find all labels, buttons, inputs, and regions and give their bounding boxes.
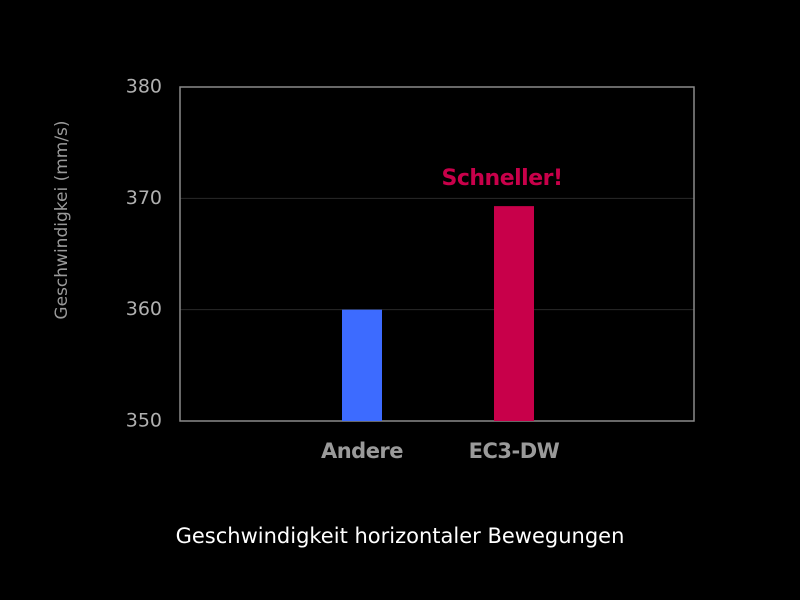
bar — [342, 309, 382, 421]
chart-title: Geschwindigkeit horizontaler Bewegungen — [176, 524, 625, 548]
y-axis-label: Geschwindigkei (mm/s) — [52, 120, 72, 319]
annotation: Schneller! — [441, 166, 562, 191]
y-tick-label: 360 — [126, 298, 162, 320]
y-tick-label: 380 — [126, 76, 162, 98]
plot-frame — [179, 86, 695, 422]
x-tick-label: EC3-DW — [469, 439, 560, 463]
y-tick-label: 370 — [126, 187, 162, 209]
x-tick-label: Andere — [321, 439, 403, 463]
bar — [494, 206, 534, 421]
y-tick-label: 350 — [126, 410, 162, 432]
